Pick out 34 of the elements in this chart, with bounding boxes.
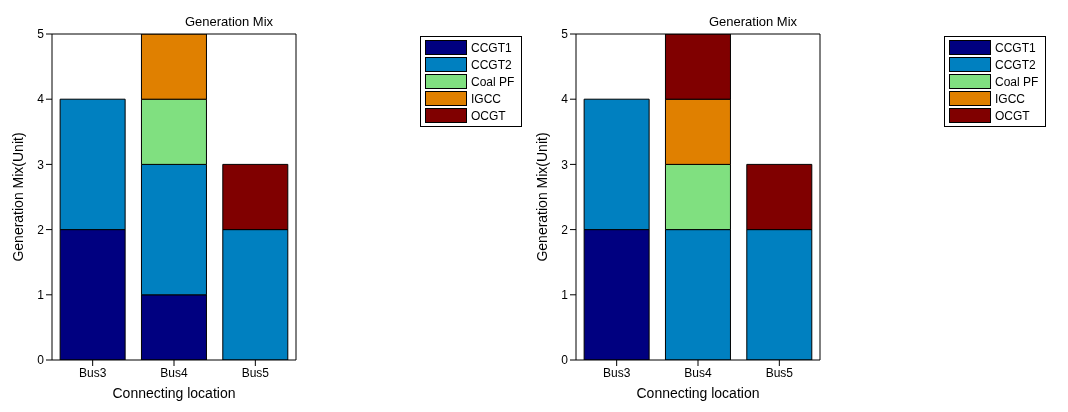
legend-label: OCGT (471, 108, 506, 123)
x-axis-title: Connecting location (636, 385, 760, 401)
y-tick-label: 1 (561, 288, 569, 303)
legend-label: CCGT2 (471, 57, 512, 72)
y-tick-label: 1 (37, 288, 45, 303)
legend-label: CCGT2 (995, 57, 1036, 72)
legend-label: CCGT1 (995, 40, 1036, 55)
y-tick-label: 3 (37, 157, 45, 172)
y-tick-label: 4 (37, 92, 45, 107)
y-axis-title: Generation Mix(Unit) (533, 132, 550, 262)
y-tick-label: 3 (561, 157, 569, 172)
y-tick-label: 2 (561, 222, 569, 237)
legend-label: CCGT1 (471, 40, 512, 55)
x-tick-label: Bus4 (684, 365, 712, 380)
y-tick-label: 0 (561, 353, 569, 368)
legend-label: Coal PF (471, 74, 515, 89)
x-tick-label: Bus3 (602, 365, 631, 380)
x-tick-label: Bus5 (765, 365, 794, 380)
legend-label: IGCC (995, 91, 1025, 106)
x-tick-label: Bus4 (160, 365, 188, 380)
legend-label: Coal PF (995, 74, 1039, 89)
chart-title: Generation Mix (707, 14, 799, 29)
y-tick-label: 4 (561, 92, 569, 107)
chart-title: Generation Mix (183, 14, 275, 29)
y-tick-label: 5 (561, 27, 569, 42)
x-axis-title: Connecting location (112, 385, 236, 401)
y-tick-label: 2 (37, 222, 45, 237)
x-tick-label: Bus5 (241, 365, 270, 380)
legend-label: IGCC (471, 91, 501, 106)
y-axis-title: Generation Mix(Unit) (9, 132, 26, 262)
legend-label: OCGT (995, 108, 1030, 123)
y-tick-label: 0 (37, 353, 45, 368)
y-tick-label: 5 (37, 27, 45, 42)
x-tick-label: Bus3 (78, 365, 107, 380)
